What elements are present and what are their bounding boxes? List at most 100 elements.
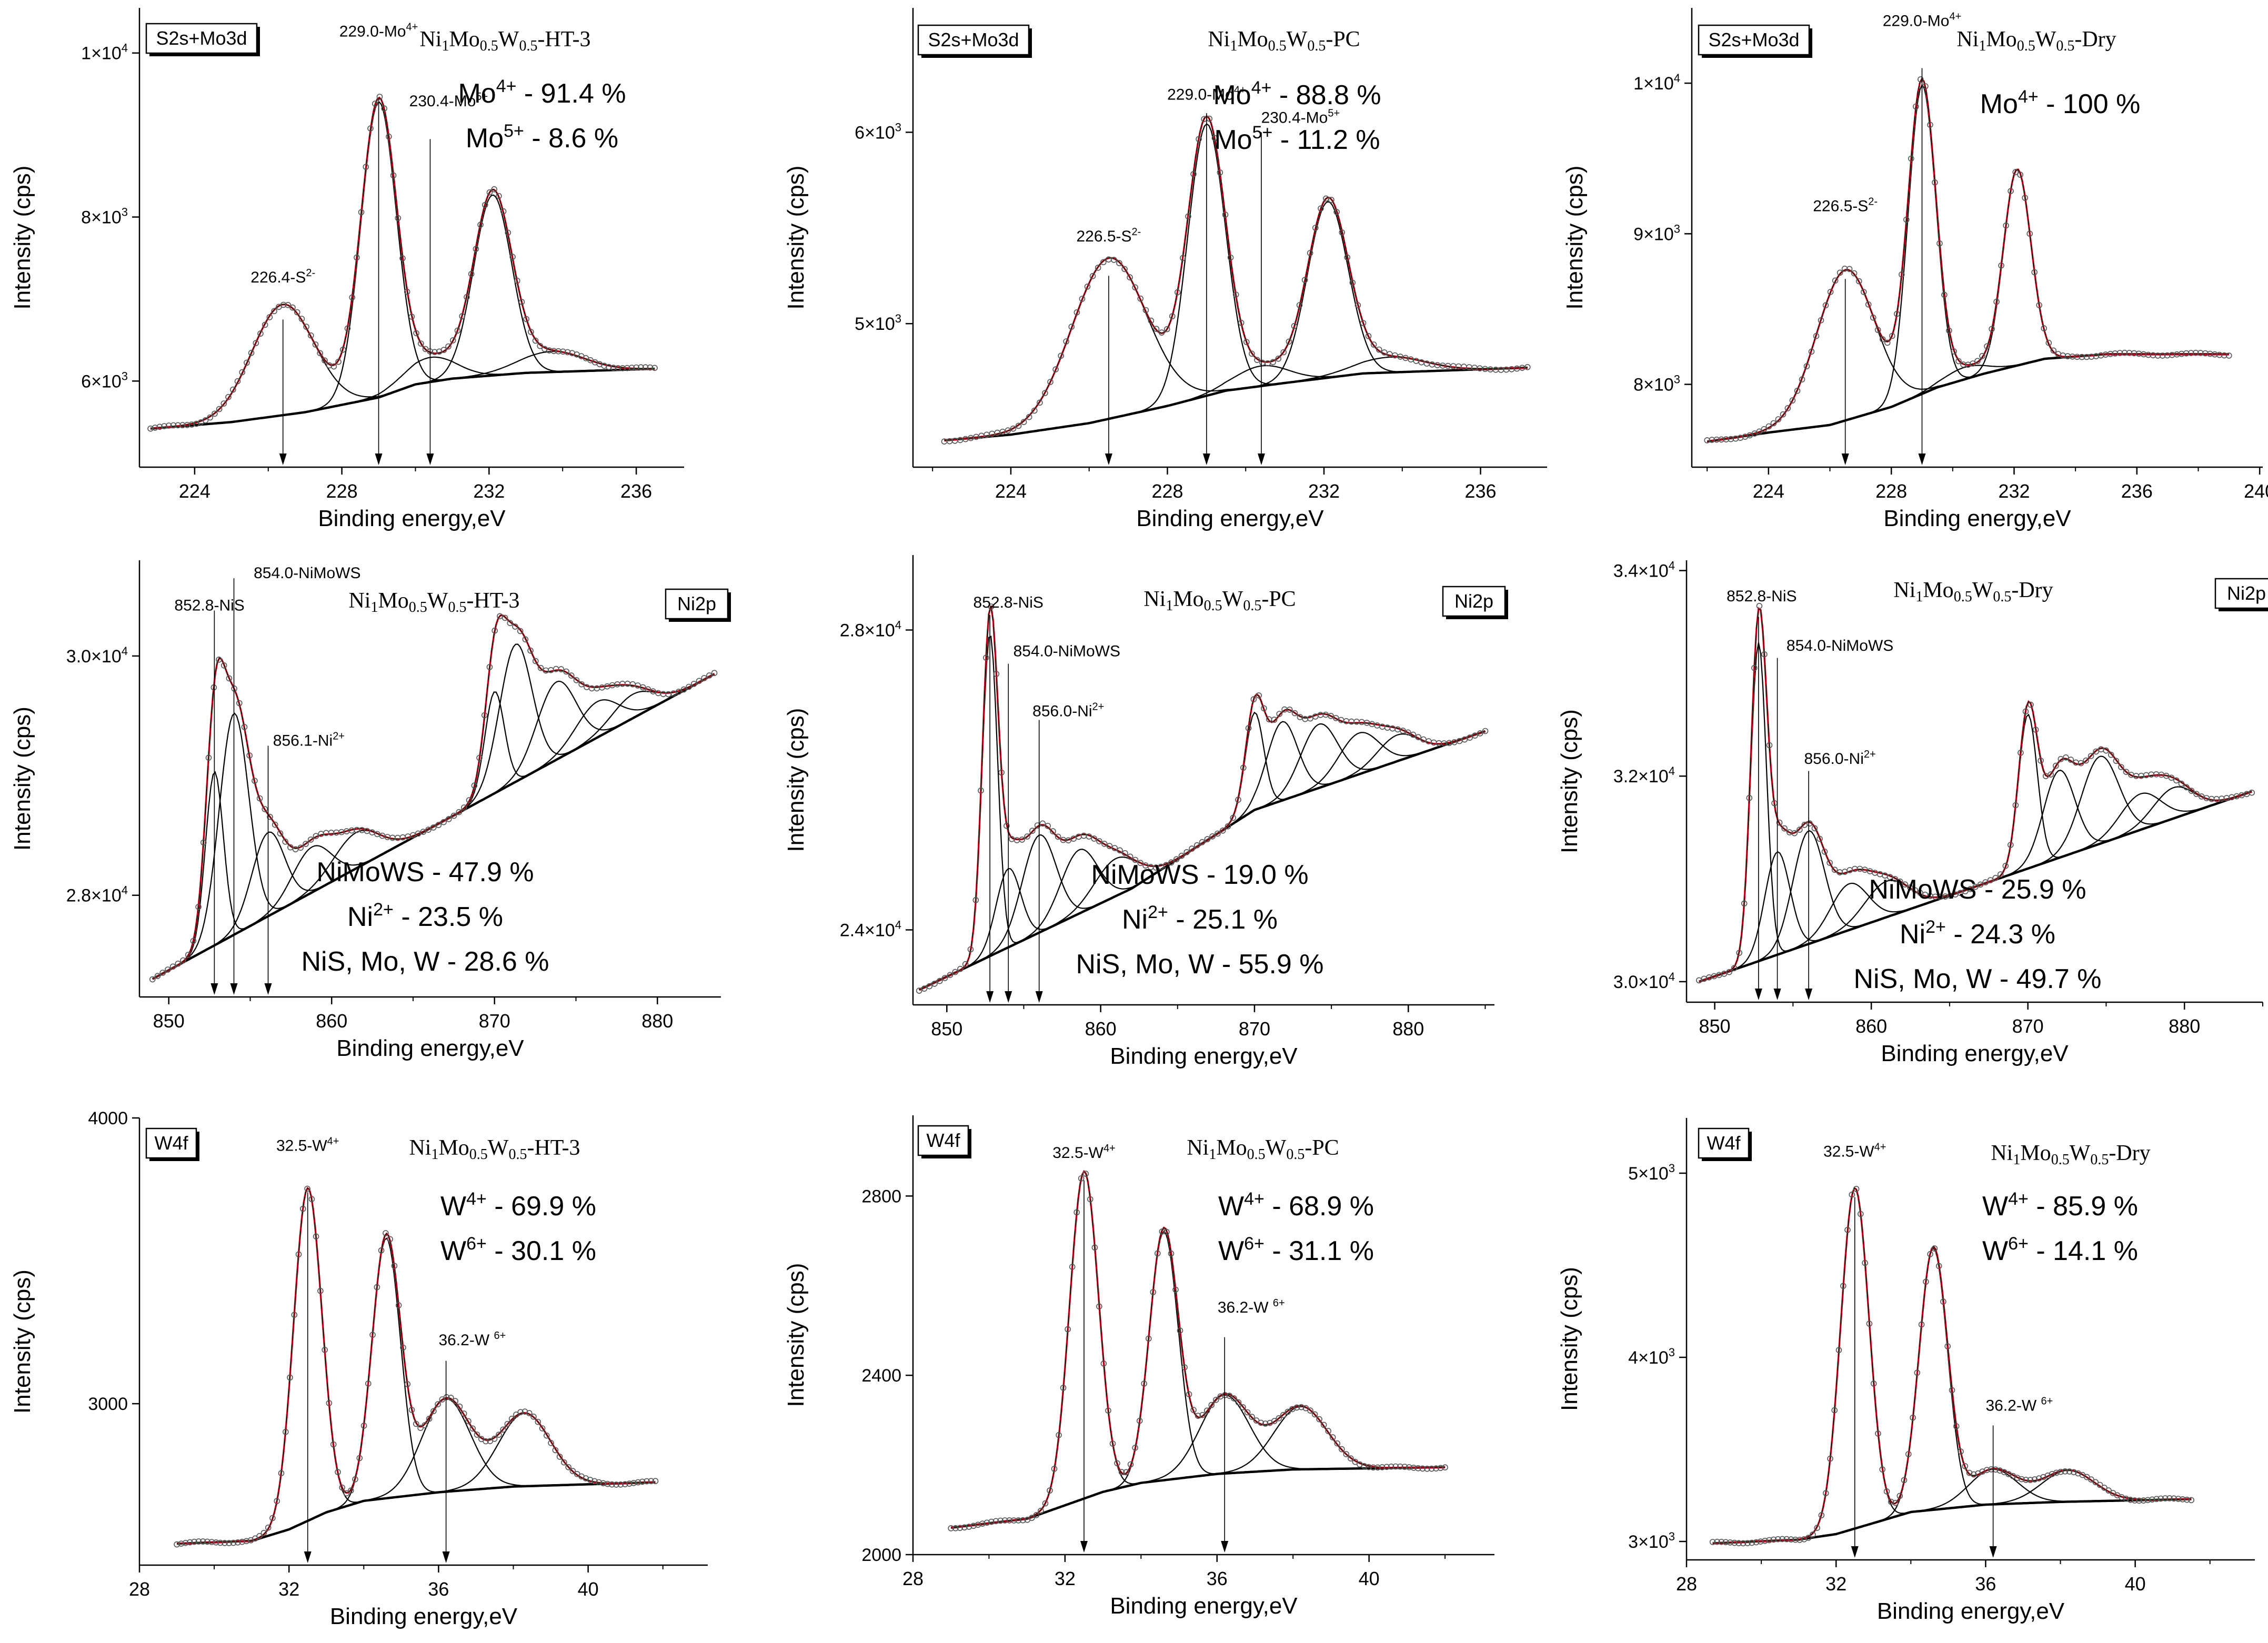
species-name: W	[440, 1236, 466, 1266]
data-point	[339, 1484, 346, 1491]
data-point	[1897, 878, 1903, 885]
data-point	[1860, 289, 1867, 295]
data-point	[1006, 1517, 1012, 1524]
data-point	[430, 824, 437, 831]
data-point	[2045, 339, 2052, 346]
data-point	[1222, 211, 1229, 218]
data-point	[970, 1523, 977, 1529]
title-part: -Dry	[2074, 27, 2116, 52]
data-point	[526, 1410, 533, 1416]
data-point	[1993, 298, 2000, 305]
data-point	[1127, 1461, 1134, 1468]
data-point	[1962, 1463, 1969, 1469]
data-point	[195, 1538, 202, 1545]
peak-marker-superscript: 4+	[406, 22, 418, 33]
data-point	[1883, 1488, 1890, 1495]
data-point	[266, 314, 273, 320]
data-point	[921, 985, 928, 992]
x-tick-label: 850	[1699, 1015, 1731, 1037]
title-subscript: 1	[1209, 1146, 1216, 1163]
data-point	[1775, 1536, 1781, 1543]
data-point	[1781, 825, 1788, 832]
data-point	[1762, 1538, 1768, 1544]
data-point	[1967, 886, 1974, 892]
peak-marker-label: 852.8-NiS	[974, 594, 1043, 611]
data-point	[550, 348, 557, 355]
sample-title: Ni1Mo0.5W0.5-HT-3	[419, 27, 590, 54]
region-tag-box	[1698, 24, 1810, 56]
data-point	[1204, 836, 1211, 842]
composition-percentage: Mo4+ - 100 %	[1980, 87, 2141, 119]
peak-marker-label: 852.8-NiS	[174, 597, 244, 614]
title-subscript: 0.5	[1307, 38, 1326, 54]
peak-marker-arrow	[1005, 991, 1012, 1003]
data-point	[352, 1476, 358, 1483]
data-point	[381, 105, 388, 112]
x-tick-label: 870	[1239, 1018, 1270, 1040]
data-point	[1370, 1464, 1377, 1471]
species-percent: - 14.1 %	[2029, 1236, 2138, 1266]
data-point	[1370, 341, 1377, 348]
data-point	[178, 1540, 185, 1547]
composition-percentage: W4+ - 85.9 %	[1982, 1189, 2138, 1222]
data-point	[252, 778, 258, 784]
peak-marker-label: 229.0-Mo4+	[1883, 11, 1962, 29]
species-name: Mo	[1980, 89, 2018, 119]
data-point	[966, 1524, 972, 1530]
species-name: Mo	[466, 123, 504, 154]
data-point	[500, 208, 507, 215]
data-point	[1744, 1540, 1751, 1546]
title-subscript: 0.5	[469, 1146, 488, 1163]
title-part: W	[2035, 27, 2056, 52]
title-subscript: 0.5	[409, 599, 427, 616]
data-point	[1020, 1517, 1026, 1524]
y-tick-exponent: 3	[1669, 1530, 1675, 1543]
y-tick-exponent: 3	[1674, 222, 1680, 235]
data-point	[1766, 742, 1773, 749]
data-point	[648, 1478, 655, 1484]
data-point	[2088, 1476, 2094, 1483]
data-point	[426, 1416, 433, 1422]
y-tick-exponent: 4	[122, 644, 128, 658]
data-point	[1780, 411, 1787, 418]
data-point	[696, 678, 703, 684]
data-point	[578, 681, 585, 688]
composition-percentage: W6+ - 30.1 %	[440, 1234, 596, 1266]
data-point	[1307, 250, 1313, 256]
data-point	[2003, 222, 2009, 229]
data-point	[952, 1525, 959, 1531]
title-subscript: 0.5	[1954, 589, 1972, 605]
data-point	[1209, 833, 1216, 840]
data-point	[297, 844, 304, 851]
y-tick-exponent: 4	[1669, 559, 1675, 572]
data-point	[1070, 835, 1077, 842]
data-point	[1159, 1228, 1166, 1235]
data-point	[1101, 841, 1108, 847]
data-point	[1903, 216, 1910, 223]
data-point	[1477, 730, 1483, 737]
data-point	[972, 897, 979, 903]
data-point	[1803, 363, 1810, 369]
data-point	[1899, 271, 1905, 278]
data-point	[2092, 1479, 2099, 1486]
data-point	[2113, 758, 2120, 764]
data-point	[257, 330, 264, 337]
peak-marker-text: 852.8-NiS	[1727, 588, 1797, 605]
data-point	[1894, 310, 1900, 317]
species-percent: - 30.1 %	[487, 1236, 596, 1266]
data-point	[1148, 317, 1155, 324]
data-point	[435, 1401, 441, 1407]
title-subscript: 0.5	[1247, 1146, 1266, 1163]
data-point	[1136, 1417, 1143, 1424]
data-point	[555, 348, 561, 355]
data-point	[962, 961, 969, 967]
data-point	[313, 833, 319, 839]
data-point	[1033, 1512, 1040, 1518]
peak-marker-text: 856.1-Ni	[273, 732, 333, 749]
title-part: Ni	[1991, 1141, 2013, 1165]
data-point	[1240, 1404, 1246, 1410]
region-tag-label: Ni2p	[677, 593, 716, 614]
x-tick-label: 880	[2169, 1015, 2200, 1037]
title-subscript: 0.5	[1286, 1146, 1304, 1163]
data-point	[303, 841, 309, 847]
